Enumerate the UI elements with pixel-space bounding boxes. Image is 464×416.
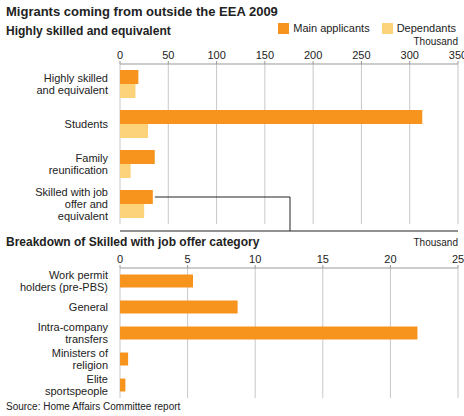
svg-text:Ministers ofreligion: Ministers ofreligion [52,347,109,371]
svg-text:300: 300 [401,49,419,61]
svg-text:0: 0 [117,253,123,265]
svg-text:Intra-companytransfers: Intra-companytransfers [38,321,109,345]
svg-text:150: 150 [256,49,274,61]
svg-text:Elitesportspeople: Elitesportspeople [45,373,108,397]
svg-text:350: 350 [449,49,456,61]
svg-text:5: 5 [185,253,191,265]
svg-text:Skilled with joboffer andequiv: Skilled with joboffer andequivalent [35,186,108,222]
svg-text:Highly skilledand equivalent: Highly skilledand equivalent [36,72,108,96]
svg-text:100: 100 [207,49,225,61]
svg-text:10: 10 [249,253,261,265]
html-text:Migrants coming from outside t: Migrants coming from outside the EEA 200… [6,4,278,19]
svg-text:15: 15 [317,253,329,265]
svg-text:200: 200 [304,49,322,61]
svg-text:20: 20 [384,253,396,265]
html-text:Breakdown of Skilled with job: Breakdown of Skilled with job offer cate… [6,235,260,249]
html-text:Highly skilled and equivalent: Highly skilled and equivalent [6,24,171,38]
svg-text:250: 250 [352,49,370,61]
svg-text:Familyreunification: Familyreunification [49,152,109,176]
html-text:Thousand: Thousand [413,36,458,47]
html-text:Main applicants: Main applicants [293,22,370,34]
html-text:Dependants: Dependants [396,22,456,34]
svg-text:Students: Students [65,118,109,130]
svg-text:0: 0 [117,49,123,61]
html-text:Thousand: Thousand [413,237,458,248]
svg-text:25: 25 [452,253,456,265]
html-text:Source: Home Affairs Committee: Source: Home Affairs Committee report [6,401,181,412]
svg-text:General: General [69,301,108,313]
svg-text:Work permitholders (pre-PBS): Work permitholders (pre-PBS) [20,269,108,293]
svg-text:50: 50 [162,49,174,61]
